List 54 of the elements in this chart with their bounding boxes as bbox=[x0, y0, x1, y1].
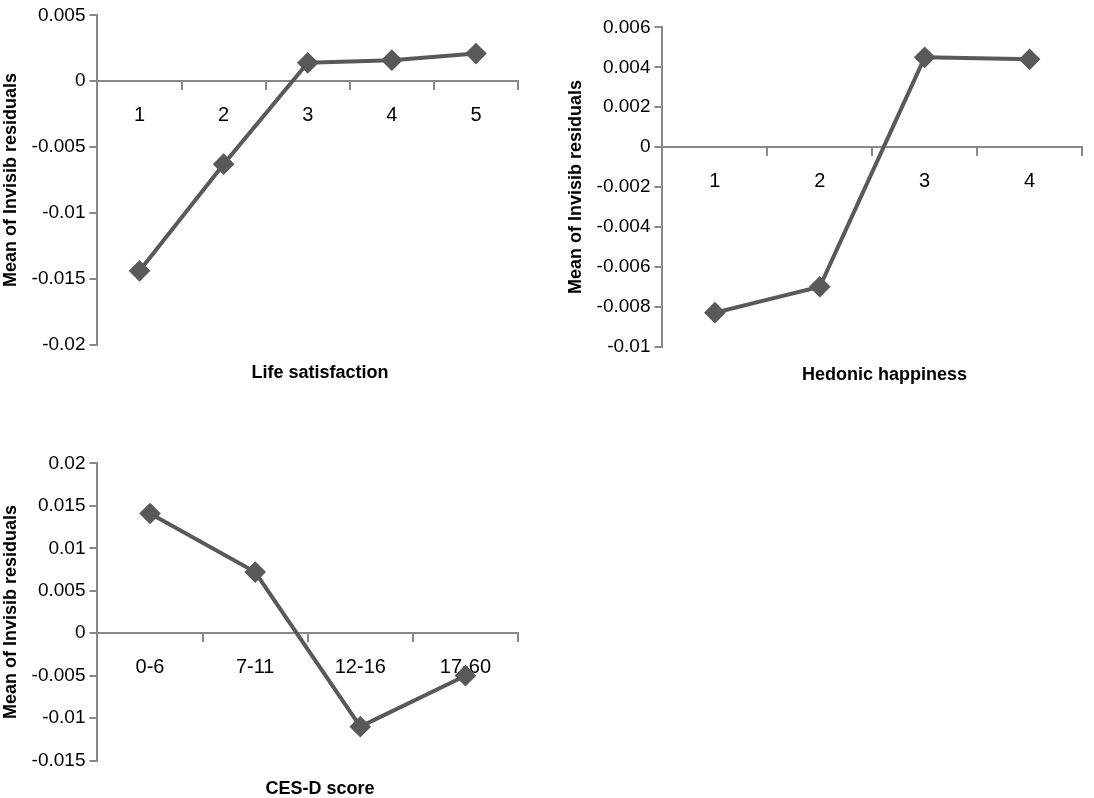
y-tick-label: -0.002 bbox=[596, 175, 651, 197]
y-tick-label: -0.008 bbox=[596, 294, 651, 316]
point bbox=[129, 260, 150, 281]
y-tick-label: 0.006 bbox=[602, 15, 651, 37]
y-tick-label: 0.005 bbox=[37, 3, 86, 25]
x-axis-title: CES-D score bbox=[264, 778, 376, 798]
y-tick-label: 0 bbox=[74, 621, 86, 643]
y-tick-label: -0.015 bbox=[31, 266, 86, 288]
point bbox=[1019, 49, 1040, 70]
y-tick-label: 0 bbox=[74, 69, 86, 91]
point bbox=[213, 154, 234, 175]
y-tick-label: -0.01 bbox=[42, 706, 86, 728]
y-tick-label: 0.01 bbox=[48, 536, 86, 558]
y-tick-label: 0.02 bbox=[48, 451, 86, 473]
x-tick-label: 5 bbox=[470, 102, 482, 125]
y-tick-label: 0.005 bbox=[37, 579, 86, 601]
x-tick-label: 17-60 bbox=[439, 654, 492, 677]
y-axis-title: Mean of Invisib residuals bbox=[0, 504, 20, 720]
x-tick-label: 2 bbox=[218, 102, 230, 125]
x-tick-label: 7-11 bbox=[235, 654, 275, 677]
point bbox=[704, 302, 725, 323]
point bbox=[465, 43, 486, 64]
x-tick-label: 1 bbox=[709, 168, 721, 191]
y-tick-label: -0.01 bbox=[42, 201, 86, 223]
y-tick-label: -0.005 bbox=[31, 663, 86, 685]
x-tick-label: 4 bbox=[386, 102, 398, 125]
x-tick-label: 2 bbox=[814, 168, 826, 191]
x-tick-label: 0-6 bbox=[135, 654, 165, 677]
x-axis-title: Life satisfaction bbox=[250, 362, 390, 383]
y-tick-label: -0.02 bbox=[42, 332, 86, 354]
x-tick-label: 12-16 bbox=[334, 654, 386, 677]
x-tick-label: 4 bbox=[1024, 168, 1036, 191]
y-axis-title: Mean of Invisib residuals bbox=[0, 72, 20, 288]
y-tick-label: -0.015 bbox=[31, 748, 86, 770]
point bbox=[245, 562, 266, 583]
y-tick-label: -0.006 bbox=[596, 255, 651, 277]
point bbox=[140, 503, 161, 524]
x-tick-label: 3 bbox=[302, 102, 314, 125]
x-tick-label: 3 bbox=[919, 168, 931, 191]
x-tick-label: 1 bbox=[133, 102, 146, 125]
y-tick-label: -0.005 bbox=[31, 135, 86, 157]
y-axis-title: Mean of Invisib residuals bbox=[564, 79, 585, 295]
y-tick-label: 0.004 bbox=[602, 55, 651, 77]
point bbox=[381, 50, 402, 71]
y-tick-label: -0.01 bbox=[607, 334, 651, 356]
y-tick-label: -0.004 bbox=[596, 215, 651, 237]
point bbox=[809, 276, 830, 297]
y-tick-label: 0 bbox=[639, 135, 651, 157]
point bbox=[914, 47, 935, 68]
x-axis-title: Hedonic happiness bbox=[800, 364, 968, 385]
y-tick-label: 0.015 bbox=[37, 494, 86, 516]
point bbox=[297, 52, 318, 73]
point bbox=[350, 716, 371, 737]
y-tick-label: 0.002 bbox=[602, 95, 651, 117]
